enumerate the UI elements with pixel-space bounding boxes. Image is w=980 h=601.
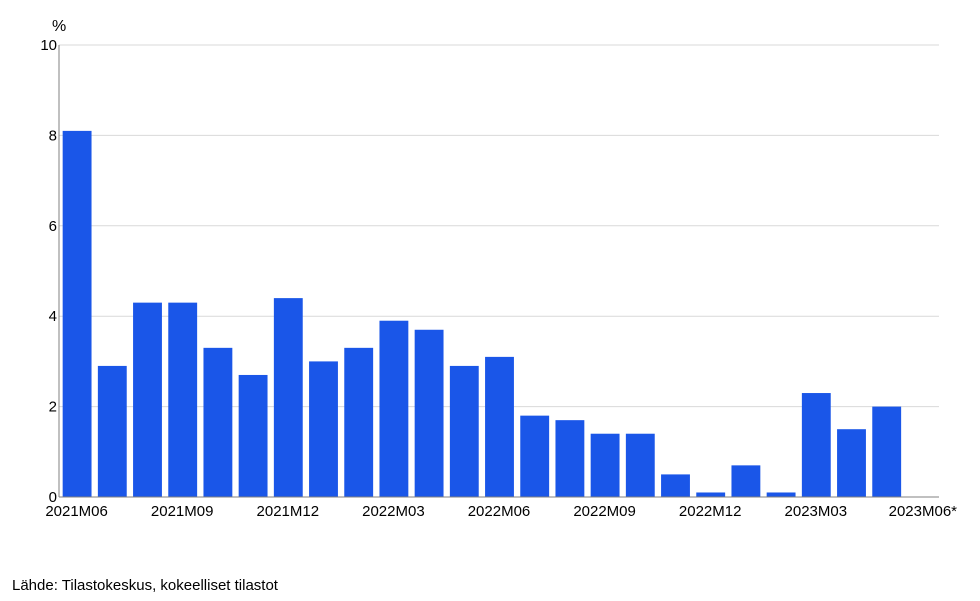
bars xyxy=(62,130,902,497)
axes xyxy=(58,45,939,498)
bar-2022M08 xyxy=(555,420,585,497)
bar-chart: 0 2 4 6 8 10 2021M06 2021M09 2021M12 2022M03 2022… xyxy=(40,18,957,520)
bar-2023M02 xyxy=(766,492,796,497)
x-tick-label: 2021M06 xyxy=(45,503,108,520)
bar-2022M12 xyxy=(696,492,726,497)
x-tick-label: 2023M06* xyxy=(889,503,958,520)
bar-2023M05 xyxy=(872,406,902,497)
bar-2022M06 xyxy=(485,356,514,497)
y-tick-label: 4 xyxy=(49,308,57,325)
bar-2021M09 xyxy=(168,302,198,497)
x-tick-label: 2022M12 xyxy=(679,503,742,520)
bar-2023M04 xyxy=(837,429,866,497)
bar-2021M07 xyxy=(97,365,127,497)
bar-2022M02 xyxy=(344,347,374,497)
x-tick-label: 2021M09 xyxy=(151,503,214,520)
x-tick-label: 2021M12 xyxy=(257,503,320,520)
bar-2021M11 xyxy=(238,374,268,497)
gridlines xyxy=(59,44,939,408)
y-tick-label: 0 xyxy=(49,489,57,506)
bar-2022M09 xyxy=(590,433,620,497)
bar-2022M10 xyxy=(625,433,655,497)
bar-2021M12 xyxy=(273,298,303,497)
x-tick-label: 2022M09 xyxy=(573,503,636,520)
source-note: Lähde: Tilastokeskus, kokeelliset tilast… xyxy=(12,577,278,594)
bar-2022M01 xyxy=(309,361,338,497)
bar-2022M11 xyxy=(661,474,690,497)
x-tick-labels: 2021M06 2021M09 2021M12 2022M03 2022M06 2022M… xyxy=(45,503,957,520)
bar-2021M10 xyxy=(203,347,233,497)
bar-2022M05 xyxy=(449,365,479,497)
x-tick-label: 2022M03 xyxy=(362,503,425,520)
bar-2022M04 xyxy=(414,329,444,497)
y-unit-label: % xyxy=(52,18,66,35)
y-tick-label: 6 xyxy=(49,218,57,235)
bar-2022M03 xyxy=(379,320,409,497)
x-tick-label: 2023M03 xyxy=(785,503,848,520)
y-tick-labels: 0 2 4 6 8 10 xyxy=(40,37,57,506)
y-tick-label: 2 xyxy=(49,399,57,416)
bar-2021M08 xyxy=(133,302,162,497)
y-tick-label: 10 xyxy=(40,37,57,54)
bar-2023M01 xyxy=(731,465,761,497)
bar-2022M07 xyxy=(520,415,550,497)
bar-2023M03 xyxy=(801,393,831,497)
y-tick-label: 8 xyxy=(49,127,57,144)
bar-2021M06 xyxy=(62,130,92,497)
x-tick-label: 2022M06 xyxy=(468,503,531,520)
